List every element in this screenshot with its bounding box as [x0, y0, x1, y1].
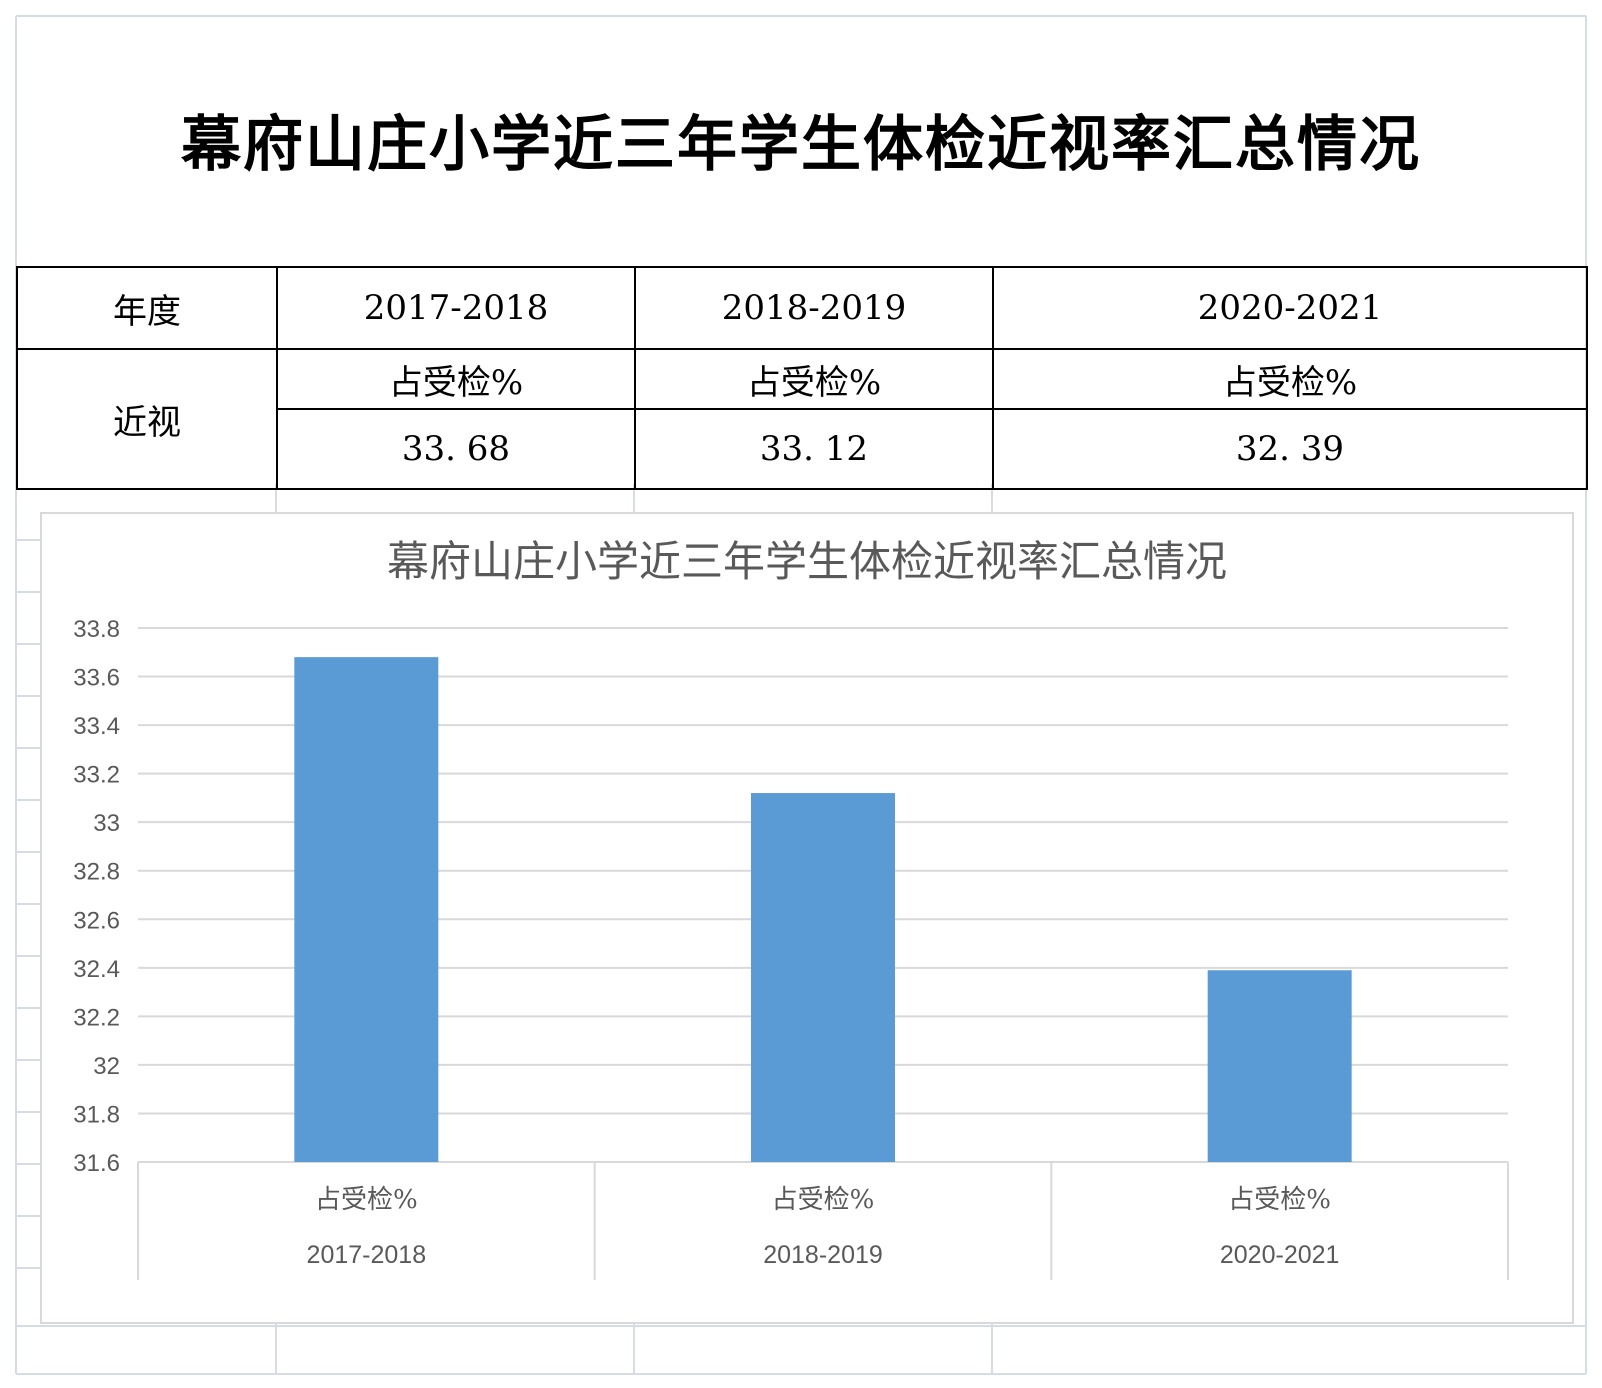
x-sub-label: 占受检%	[315, 1185, 418, 1215]
chart-area[interactable]: 幕府山庄小学近三年学生体检近视率汇总情况 31.6 31.8 32 32.2 32.4 3…	[40, 512, 1574, 1324]
y-tick-label: 32.2	[73, 1004, 120, 1031]
year-header-cell: 年度	[16, 266, 278, 350]
y-tick-label: 31.6	[73, 1150, 120, 1177]
y-tick-label: 33.6	[73, 665, 120, 692]
value-cell: 33. 12	[634, 408, 994, 490]
row-label-cell: 近视	[16, 348, 278, 490]
x-sub-label: 占受检%	[772, 1185, 875, 1215]
table-row: 年度 2017-2018 2018-2019 2020-2021	[16, 266, 1588, 350]
table-row: 33. 68 33. 12 32. 39	[17, 408, 1588, 490]
x-sub-label: 占受检%	[1228, 1185, 1331, 1215]
sub-header-cell: 占受检%	[634, 348, 994, 410]
bar	[1207, 970, 1352, 1162]
sub-header-cell: 占受检%	[992, 348, 1588, 410]
y-tick-label: 32	[93, 1053, 120, 1080]
x-category-label: 2017-2018	[307, 1241, 427, 1269]
y-tick-label: 33.2	[73, 762, 120, 789]
value-cell: 32. 39	[992, 408, 1588, 490]
sub-header-cell: 占受检%	[276, 348, 636, 410]
year-cell: 2017-2018	[276, 266, 636, 350]
x-category-label: 2020-2021	[1220, 1241, 1340, 1269]
y-tick-label: 32.8	[73, 859, 120, 886]
bar	[294, 657, 439, 1162]
year-cell: 2018-2019	[634, 266, 994, 350]
y-tick-label: 32.6	[73, 907, 120, 934]
y-tick-label: 33.4	[73, 713, 120, 740]
myopia-summary-table: 年度 2017-2018 2018-2019 2020-2021 近视 占受检%…	[16, 266, 1588, 490]
y-tick-label: 32.4	[73, 956, 120, 983]
x-category-label: 2018-2019	[763, 1241, 883, 1269]
page-title: 幕府山庄小学近三年学生体检近视率汇总情况	[181, 110, 1421, 180]
year-cell: 2020-2021	[992, 266, 1588, 350]
bar	[751, 793, 895, 1162]
table-row: 近视 占受检% 占受检% 占受检%	[16, 348, 1588, 490]
y-tick-label: 33.8	[73, 616, 120, 643]
y-tick-label: 31.8	[73, 1101, 120, 1128]
chart-title: 幕府山庄小学近三年学生体检近视率汇总情况	[387, 537, 1227, 586]
bar-chart: 幕府山庄小学近三年学生体检近视率汇总情况 31.6 31.8 32 32.2 32.4 3…	[73, 537, 1509, 1280]
value-cell: 33. 68	[276, 408, 636, 490]
y-tick-label: 33	[93, 810, 120, 837]
